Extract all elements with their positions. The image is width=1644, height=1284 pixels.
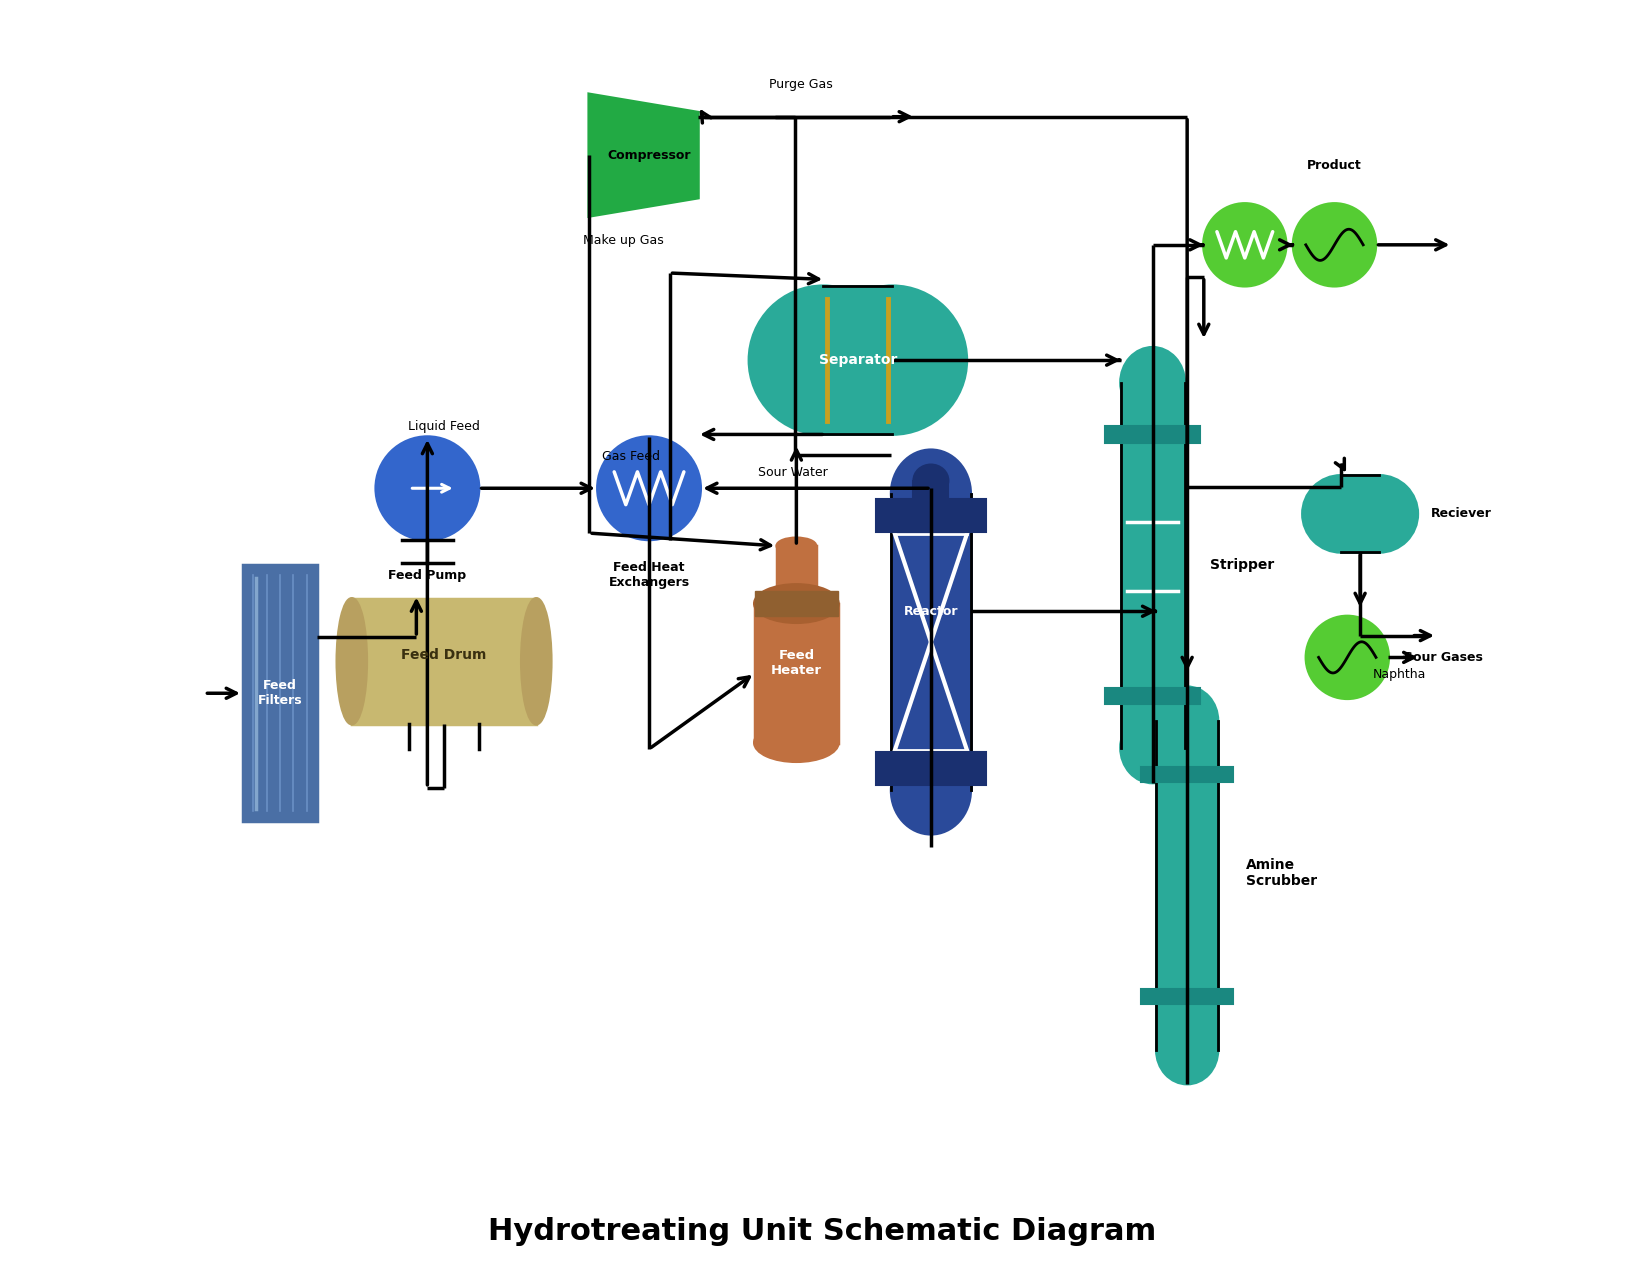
Bar	[1141, 989, 1233, 1004]
Ellipse shape	[1156, 687, 1218, 755]
Ellipse shape	[1302, 475, 1379, 552]
Polygon shape	[589, 94, 699, 216]
Text: Sour Gases: Sour Gases	[1404, 651, 1483, 664]
Ellipse shape	[914, 465, 949, 497]
Text: Product: Product	[1307, 159, 1361, 172]
Circle shape	[1203, 204, 1286, 286]
Text: Feed
Heater: Feed Heater	[771, 650, 822, 677]
Bar	[876, 752, 986, 786]
Circle shape	[598, 437, 700, 539]
Ellipse shape	[1342, 475, 1417, 552]
Text: Stripper: Stripper	[1210, 559, 1274, 573]
Text: Compressor: Compressor	[607, 149, 690, 162]
Text: Hydrotreating Unit Schematic Diagram: Hydrotreating Unit Schematic Diagram	[488, 1217, 1156, 1245]
Bar	[824, 286, 893, 434]
Bar	[891, 493, 970, 791]
Bar	[1121, 383, 1185, 747]
Ellipse shape	[819, 286, 967, 434]
Ellipse shape	[1121, 347, 1185, 417]
Ellipse shape	[891, 747, 970, 835]
Text: Liquid Feed: Liquid Feed	[408, 420, 480, 433]
Circle shape	[1307, 616, 1388, 698]
Bar	[1156, 720, 1218, 1050]
Text: Separator: Separator	[819, 353, 898, 367]
Text: Amine
Scrubber: Amine Scrubber	[1246, 858, 1317, 887]
Text: Feed
Filters: Feed Filters	[258, 679, 302, 707]
Circle shape	[376, 437, 478, 539]
Ellipse shape	[1156, 1017, 1218, 1084]
Text: Reactor: Reactor	[904, 605, 958, 618]
Text: Gas Feed: Gas Feed	[602, 449, 659, 462]
Bar	[352, 598, 536, 724]
Ellipse shape	[891, 449, 970, 537]
Ellipse shape	[750, 286, 898, 434]
Bar	[755, 591, 838, 616]
Bar	[1105, 687, 1200, 704]
Bar	[1105, 426, 1200, 443]
Bar	[778, 546, 815, 603]
Ellipse shape	[755, 724, 838, 761]
Bar	[1141, 767, 1233, 782]
Bar	[243, 565, 317, 822]
Text: Purge Gas: Purge Gas	[768, 78, 832, 91]
Text: Make up Gas: Make up Gas	[582, 234, 664, 247]
Bar	[755, 603, 838, 742]
Ellipse shape	[337, 598, 367, 724]
Circle shape	[1294, 204, 1376, 286]
Text: Feed Pump: Feed Pump	[388, 569, 467, 582]
Text: Sour Water: Sour Water	[758, 466, 829, 479]
Ellipse shape	[521, 598, 551, 724]
Text: Feed Drum: Feed Drum	[401, 648, 487, 661]
Bar	[914, 480, 949, 515]
Ellipse shape	[1121, 713, 1185, 783]
Ellipse shape	[755, 584, 838, 623]
Bar	[1342, 475, 1379, 552]
Text: Feed Heat
Exchangers: Feed Heat Exchangers	[608, 561, 689, 589]
Text: Reciever: Reciever	[1430, 507, 1491, 520]
Text: Naphtha: Naphtha	[1373, 668, 1427, 681]
Ellipse shape	[778, 538, 815, 553]
Bar	[876, 498, 986, 532]
